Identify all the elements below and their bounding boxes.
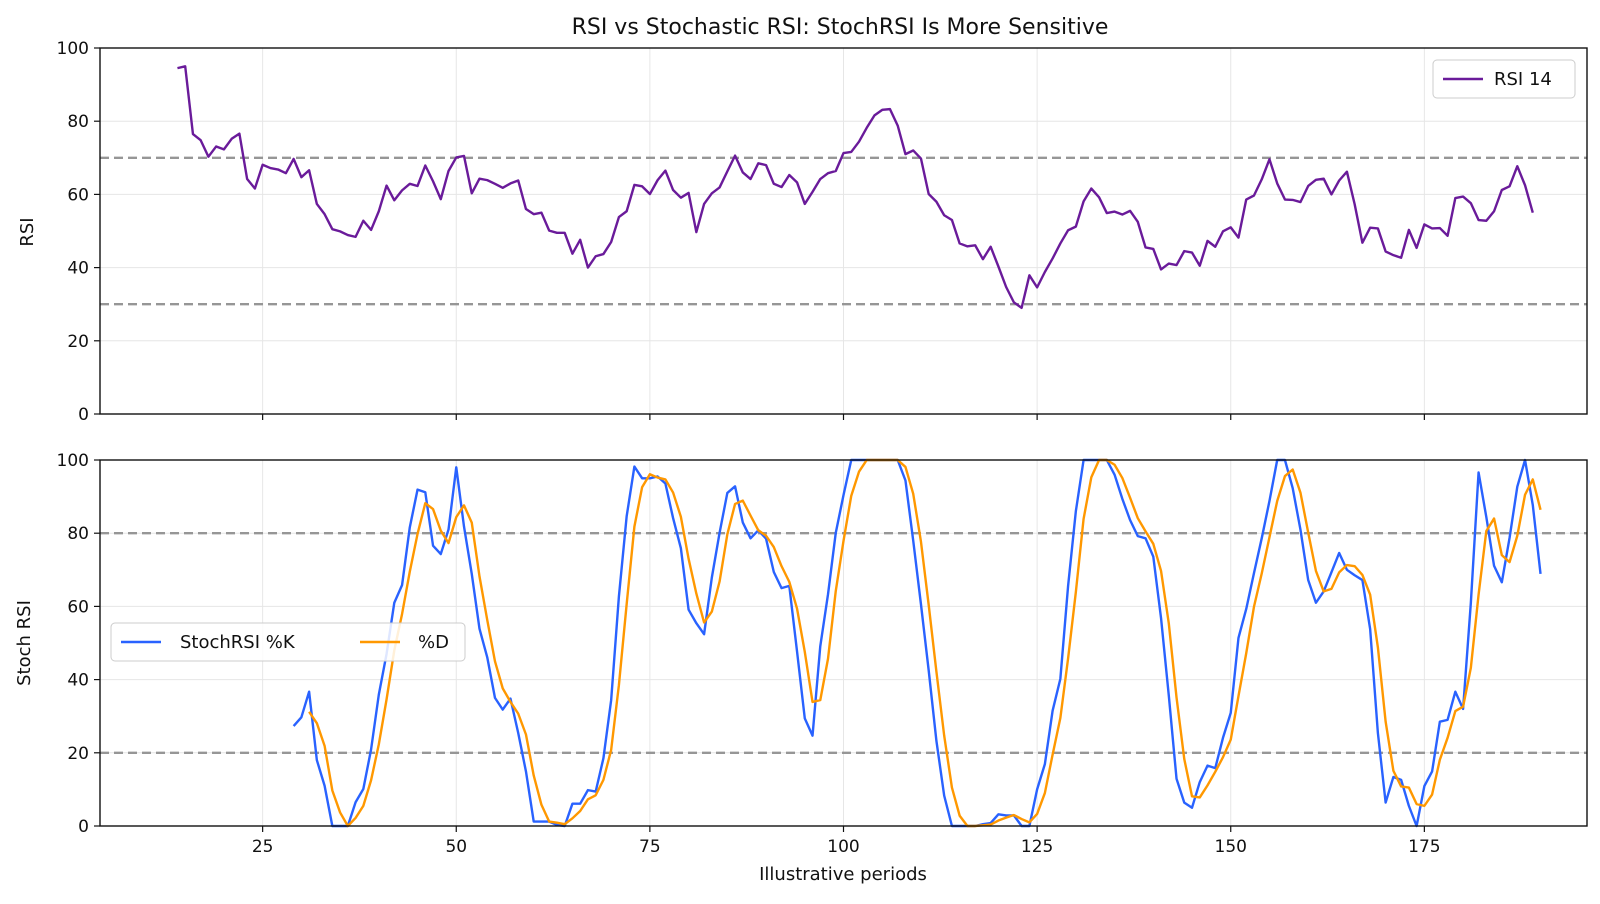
plot-layer: 0 20 40 60 80 100 25 50 75 100 125 150 175 StochRSI %…	[57, 451, 1588, 857]
stochrsi-y-axis-label: Stoch RSI	[14, 600, 35, 686]
y-tick-label: 100	[57, 451, 89, 471]
x-tick-label: 75	[639, 837, 661, 857]
x-tick-label: 100	[827, 837, 859, 857]
y-tick-label: 80	[67, 112, 89, 132]
legend-entry-label: StochRSI %K	[180, 632, 296, 653]
y-tick-label: 80	[67, 524, 89, 544]
rsi-y-axis-label: RSI	[17, 217, 38, 246]
series-line-primary	[177, 65, 1534, 310]
y-tick-label: 60	[67, 185, 89, 205]
x-tick-label: 50	[445, 837, 467, 857]
legend: RSI 14	[1432, 59, 1576, 99]
y-tick-label: 40	[67, 671, 89, 691]
legend-box	[110, 622, 466, 662]
y-tick-label: 40	[67, 259, 89, 279]
y-tick-label: 60	[67, 597, 89, 617]
x-tick-label: 150	[1215, 837, 1247, 857]
legend-entry-label: %D	[418, 632, 449, 653]
x-axis-label: Illustrative periods	[759, 864, 927, 885]
y-tick-label: 0	[78, 405, 89, 425]
legend-box	[1432, 59, 1576, 99]
y-tick-label: 100	[57, 39, 89, 59]
series-line-secondary	[308, 458, 1542, 828]
rsi-panel: 0 20 40 60 80 100 RSI 14 RSI	[17, 39, 1588, 425]
y-tick-label: 0	[78, 817, 89, 837]
x-tick-label: 25	[252, 837, 274, 857]
chart-title: RSI vs Stochastic RSI: StochRSI Is More …	[572, 15, 1109, 40]
y-tick-label: 20	[67, 332, 89, 352]
plot-layer: 0 20 40 60 80 100 RSI 14	[57, 39, 1588, 425]
legend-entry-label: RSI 14	[1494, 69, 1552, 90]
x-tick-label: 125	[1021, 837, 1053, 857]
stochrsi-panel: 0 20 40 60 80 100 25 50 75 100 125 150 175 StochRSI %…	[14, 451, 1588, 857]
y-tick-label: 20	[67, 744, 89, 764]
series-line-primary	[292, 458, 1542, 828]
x-tick-label: 175	[1408, 837, 1440, 857]
legend: StochRSI %K %D	[110, 622, 466, 662]
